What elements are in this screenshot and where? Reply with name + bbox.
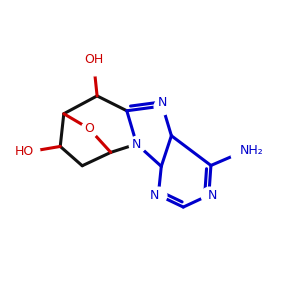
Text: OH: OH [85, 53, 104, 66]
Text: NH₂: NH₂ [240, 143, 264, 157]
Text: N: N [158, 96, 167, 109]
Text: HO: HO [15, 145, 34, 158]
Text: N: N [132, 138, 141, 151]
Text: O: O [84, 122, 94, 135]
Text: N: N [208, 189, 217, 202]
Text: N: N [150, 189, 159, 202]
